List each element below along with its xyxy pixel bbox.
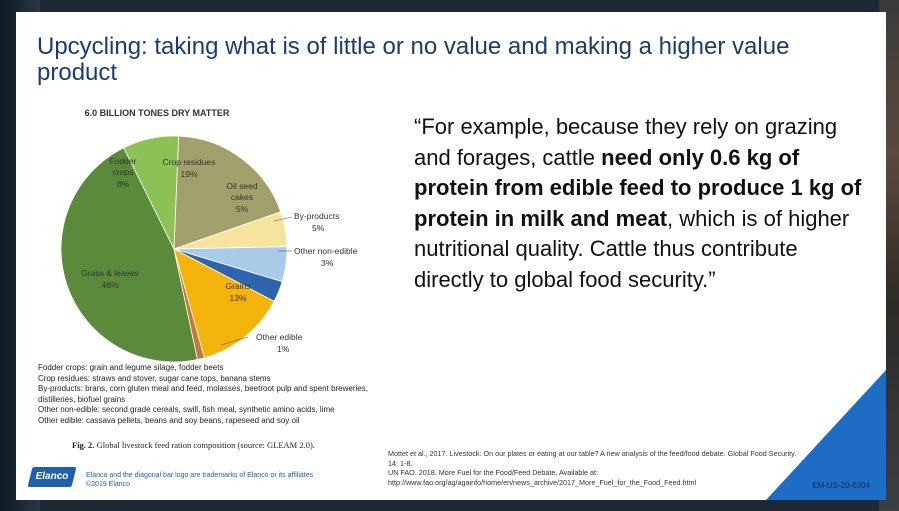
label-other-edible: Other edible: [256, 332, 303, 342]
quote-part-1: “For example, because they rely on grazi…: [414, 114, 838, 170]
corner-triangle: [766, 370, 886, 500]
note-other-non-edible: Other non-edible: second grade cereals, …: [38, 405, 335, 414]
leader-line-by-products: [273, 216, 293, 222]
label-crop-residues-value: 19%: [180, 169, 197, 179]
label-oil-seed-value: 5%: [236, 204, 249, 214]
pie-slice-other-edible: [173, 248, 205, 361]
note-by-products: By-products: brans, corn gluten meal and…: [38, 384, 368, 404]
document-code: EM-US-20-0304: [812, 481, 870, 490]
label-fodder-crops-1: Fodder: [110, 156, 137, 166]
leader-line-other-edible: [220, 336, 249, 346]
figure-caption-prefix: Fig. 2.: [72, 440, 95, 450]
quote-part-2: , which is of higher nutritional quality…: [414, 205, 850, 292]
trademark-line-1: Elanco and the diagonal bar logo are tra…: [86, 472, 314, 479]
label-other-non-edible-value: 3%: [321, 258, 334, 268]
elanco-logo-text: Elanco: [35, 471, 69, 482]
label-oil-seed-2: cakes: [231, 192, 253, 202]
figure-caption-text: Global livestock feed ration composition…: [94, 440, 315, 450]
label-other-non-edible: Other non-edible: [294, 246, 358, 256]
label-crop-residues: Crop residues: [163, 157, 216, 167]
note-fodder-crops: Fodder crops: grain and legume silage, f…: [38, 363, 224, 372]
label-fodder-crops-value: 8%: [117, 179, 130, 189]
note-other-edible: Other edible: cassava pellets, beans and…: [38, 415, 300, 425]
label-grains: Grains: [225, 281, 250, 291]
presentation-slide: Upcycling: taking what is of little or n…: [16, 12, 886, 500]
label-by-products: By-products: [294, 211, 339, 221]
label-by-products-value: 5%: [312, 223, 325, 233]
label-grass-leaves-value: 46%: [101, 280, 118, 290]
pie-slice-grains: [173, 248, 275, 359]
pie-slice-grass-leaves: [60, 147, 198, 363]
label-fodder-crops-2: crops: [113, 167, 134, 177]
label-grains-value: 13%: [229, 293, 246, 303]
trademark-line-2: ©2019 Elanco: [86, 481, 131, 488]
chart-notes: Fodder crops: grain and legume silage, f…: [38, 363, 383, 426]
label-other-edible-value: 1%: [277, 344, 290, 354]
slide-title: Upcycling: taking what is of little or n…: [37, 33, 790, 86]
quote-bold: need only 0.6 kg of protein from edible …: [414, 144, 862, 231]
figure-caption: Fig. 2. Global livestock feed ration com…: [72, 440, 315, 450]
label-oil-seed-1: Oil seed: [226, 181, 257, 191]
chart-title: 6.0 BILLION TONES DRY MATTER: [84, 108, 230, 118]
quote-block: “For example, because they rely on grazi…: [414, 112, 864, 295]
trademark-notice: Elanco and the diagonal bar logo are tra…: [86, 471, 386, 489]
pie-chart: Fodder crops 8% Crop residues 19% Oil se…: [60, 135, 358, 363]
label-grass-leaves: Grass & leaves: [81, 268, 139, 278]
note-crop-residues: Crop residues: straws and stover, sugar …: [38, 373, 271, 383]
reference-fao: UN FAO. 2018. More Fuel for the Food/Fee…: [388, 468, 697, 487]
elanco-logo: Elanco: [27, 467, 77, 487]
references: Mottet et al., 2017. Livestock: On our p…: [388, 449, 798, 487]
reference-mottet: Mottet et al., 2017. Livestock: On our p…: [388, 449, 797, 468]
